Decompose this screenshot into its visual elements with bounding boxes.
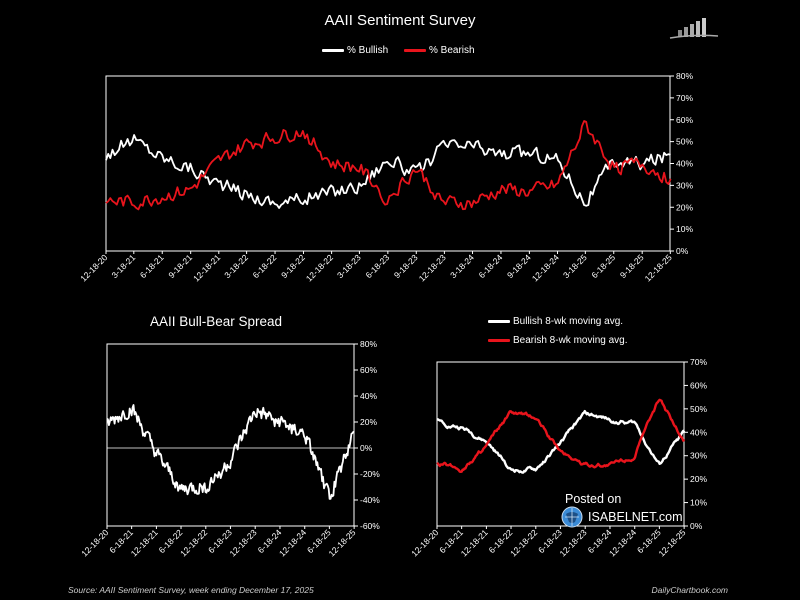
moving_avg-ytick-label: 50% <box>690 404 707 414</box>
credit-note: DailyChartbook.com <box>651 585 728 595</box>
main-xtick-label: 12-18-23 <box>417 252 448 283</box>
legend-bearish-ma: Bearish 8-wk moving avg. <box>488 335 628 346</box>
watermark-text: ISABELNET.com <box>588 510 683 524</box>
main-xtick-label: 6-18-23 <box>363 252 391 280</box>
spread-ytick-label: 60% <box>360 365 377 375</box>
main-xtick-label: 12-18-20 <box>78 252 109 283</box>
moving_avg-xtick-label: 12-18-20 <box>409 527 440 558</box>
moving_avg-series-bullish-8-wk-moving-avg-line <box>436 409 686 474</box>
moving_avg-ytick-label: 70% <box>690 357 707 367</box>
legend-bullish: % Bullish <box>322 45 388 56</box>
main-xtick-label: 6-18-21 <box>138 252 166 280</box>
isabelnet-globe-icon <box>561 506 583 528</box>
spread-ytick-label: 20% <box>360 417 377 427</box>
main-xtick-label: 6-18-22 <box>251 252 279 280</box>
main-series--bearish-line <box>105 120 672 211</box>
legend-bullish-ma: Bullish 8-wk moving avg. <box>488 316 623 327</box>
moving_avg-ytick-label: 40% <box>690 427 707 437</box>
main-xtick-label: 3-18-23 <box>335 252 363 280</box>
page-title: AAII Sentiment Survey <box>324 12 476 29</box>
legend-bullish-ma-label: Bullish 8-wk moving avg. <box>513 316 624 327</box>
moving_avg-series-bearish-8-wk-moving-avg-line <box>436 398 686 473</box>
moving_avg-xtick-label: 12-18-22 <box>508 527 539 558</box>
bar-chart-logo-icon <box>669 18 719 39</box>
main-xtick-label: 9-18-23 <box>392 252 420 280</box>
main-xtick-label: 9-18-24 <box>505 252 533 280</box>
moving_avg-xtick-label: 12-18-25 <box>656 527 687 558</box>
main-xtick-label: 6-18-24 <box>477 252 505 280</box>
moving_avg-xtick-label: 12-18-24 <box>607 527 638 558</box>
moving_avg-xtick-label: 12-18-21 <box>459 527 490 558</box>
main-xtick-label: 9-18-25 <box>618 252 646 280</box>
moving_avg-xtick-label: 12-18-23 <box>557 527 588 558</box>
spread-chart-title: AAII Bull-Bear Spread <box>150 314 283 329</box>
main-ytick-label: 40% <box>676 159 693 169</box>
spread-xtick-label: 12-18-21 <box>129 527 160 558</box>
main-xtick-label: 12-18-25 <box>643 252 674 283</box>
legend-bearish: % Bearish <box>404 45 475 56</box>
spread-ytick-label: -60% <box>360 521 380 531</box>
legend-bullish-label: % Bullish <box>347 45 389 56</box>
spread-ytick-label: 40% <box>360 391 377 401</box>
main-ytick-label: 60% <box>676 115 693 125</box>
main-xtick-label: 12-18-21 <box>191 252 222 283</box>
legend-bearish-label: % Bearish <box>429 45 475 56</box>
main-ytick-label: 20% <box>676 202 693 212</box>
main-ytick-label: 10% <box>676 224 693 234</box>
moving_avg-ytick-label: 10% <box>690 498 707 508</box>
main-ytick-label: 0% <box>676 246 689 256</box>
spread-ytick-label: -40% <box>360 495 380 505</box>
moving_avg-ytick-label: 0% <box>690 521 703 531</box>
main-xtick-label: 9-18-22 <box>279 252 307 280</box>
spread-xtick-label: 12-18-25 <box>326 527 357 558</box>
main-xtick-label: 3-18-24 <box>448 252 476 280</box>
spread-ytick-label: 80% <box>360 339 377 349</box>
spread-ytick-label: 0% <box>360 443 373 453</box>
main-xtick-label: 3-18-21 <box>109 252 137 280</box>
main-ytick-label: 80% <box>676 71 693 81</box>
spread-xtick-label: 12-18-22 <box>178 527 209 558</box>
main-xtick-label: 6-18-25 <box>589 252 617 280</box>
main-xtick-label: 12-18-24 <box>530 252 561 283</box>
main-xtick-label: 3-18-25 <box>561 252 589 280</box>
source-note: Source: AAII Sentiment Survey, week endi… <box>68 585 314 595</box>
main-ytick-label: 50% <box>676 137 693 147</box>
spread-series-spread-line <box>106 404 355 500</box>
legend-bullish-swatch <box>322 48 344 52</box>
main-xtick-label: 3-18-22 <box>222 252 250 280</box>
legend-bearish-swatch <box>404 48 426 52</box>
main-xtick-label: 9-18-21 <box>166 252 194 280</box>
legend-bearish-ma-swatch <box>488 338 510 342</box>
legend-bearish-ma-label: Bearish 8-wk moving avg. <box>513 335 628 346</box>
moving_avg-ytick-label: 20% <box>690 474 707 484</box>
moving_avg-ytick-label: 30% <box>690 451 707 461</box>
spread-ytick-label: -20% <box>360 469 380 479</box>
main-series--bullish-line <box>105 134 671 209</box>
spread-xtick-label: 12-18-23 <box>227 527 258 558</box>
main-ytick-label: 70% <box>676 93 693 103</box>
spread-xtick-label: 12-18-20 <box>79 527 110 558</box>
moving_avg-ytick-label: 60% <box>690 380 707 390</box>
main-ytick-label: 30% <box>676 180 693 190</box>
main-xtick-label: 12-18-22 <box>304 252 335 283</box>
spread-xtick-label: 12-18-24 <box>277 527 308 558</box>
legend-bullish-ma-swatch <box>488 319 510 323</box>
posted-on-label: Posted on <box>565 492 622 506</box>
